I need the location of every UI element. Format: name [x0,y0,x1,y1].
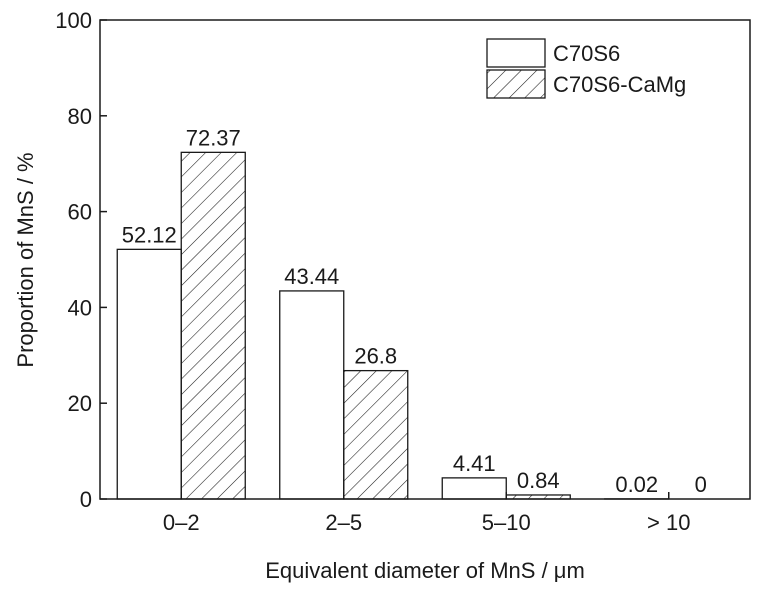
y-tick-label: 20 [68,391,92,416]
x-tick-label: > 10 [647,510,690,535]
bar-c70s6-camg-0 [180,151,246,500]
y-tick-label: 80 [68,104,92,129]
legend-label-c70s6-camg: C70S6-CaMg [553,72,686,97]
data-label: 26.8 [354,344,397,369]
bar-c70s6-0 [116,248,182,500]
y-tick-label: 40 [68,295,92,320]
axis-ticks: 0 20 40 60 80 100 0–2 2–5 5–10 > 10 [55,8,690,535]
data-label: 43.44 [284,264,339,289]
bar-c70s6-1 [279,290,345,500]
data-labels: 52.12 72.37 43.44 26.8 4.41 0.84 0.02 0 [122,125,707,497]
bar-c70s6-camg-1 [343,369,409,500]
data-label: 0.02 [615,472,658,497]
x-tick-label: 5–10 [482,510,531,535]
legend-swatch-c70s6-camg [486,69,546,99]
y-axis-title: Proportion of MnS / % [13,152,38,367]
data-label: 4.41 [453,451,496,476]
y-tick-label: 60 [68,200,92,225]
x-tick-label: 2–5 [325,510,362,535]
data-label: 0 [695,472,707,497]
legend-label-c70s6: C70S6 [553,41,620,66]
y-tick-label: 0 [80,487,92,512]
bars [116,151,670,500]
data-label: 72.37 [186,125,241,150]
legend: C70S6 C70S6-CaMg [486,38,686,99]
data-label: 52.12 [122,222,177,247]
x-axis-title: Equivalent diameter of MnS / μm [265,558,585,583]
plot-frame [99,19,751,500]
legend-swatch-c70s6 [486,38,546,68]
data-label: 0.84 [517,468,560,493]
bar-c70s6-2 [441,477,507,500]
x-tick-label: 0–2 [163,510,200,535]
y-tick-label: 100 [55,8,92,33]
